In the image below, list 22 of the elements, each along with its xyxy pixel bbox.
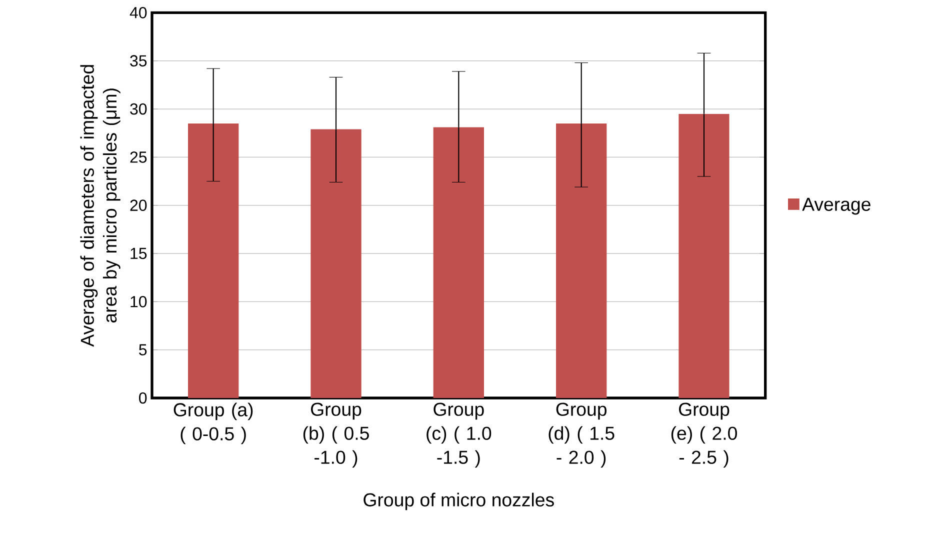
legend-label: Average xyxy=(802,198,870,215)
y-axis-title: Average of diameters of impacted area by micro particles (μm) xyxy=(80,65,120,347)
y-tick-label: 25 xyxy=(130,152,147,163)
x-tick-label: Group (d) ( 1.5 - 2.0 ) xyxy=(548,402,614,468)
bar xyxy=(556,123,607,398)
y-tick-label: 35 xyxy=(130,55,147,66)
y-tick-label: 0 xyxy=(139,392,147,404)
x-tick-label: Group (b) ( 0.5 -1.0 ) xyxy=(303,402,369,468)
bar xyxy=(310,129,362,398)
y-tick-label: 40 xyxy=(130,7,147,18)
bar xyxy=(188,123,239,398)
y-tick-label: 10 xyxy=(130,296,147,308)
bar xyxy=(433,127,484,398)
y-tick-label: 5 xyxy=(139,344,147,356)
x-tick-label: Group (e) ( 2.0 - 2.5 ) xyxy=(671,402,737,468)
x-tick-label: Group (c) ( 1.0 -1.5 ) xyxy=(426,402,492,468)
y-tick-label: 30 xyxy=(130,103,147,115)
x-axis-title: Group of micro nozzles xyxy=(364,492,554,510)
y-tick-label: 15 xyxy=(130,248,147,260)
y-tick-label: 20 xyxy=(130,200,147,211)
bar xyxy=(678,114,730,398)
x-tick-label: Group (a) ( 0-0.5 ) xyxy=(174,402,253,444)
